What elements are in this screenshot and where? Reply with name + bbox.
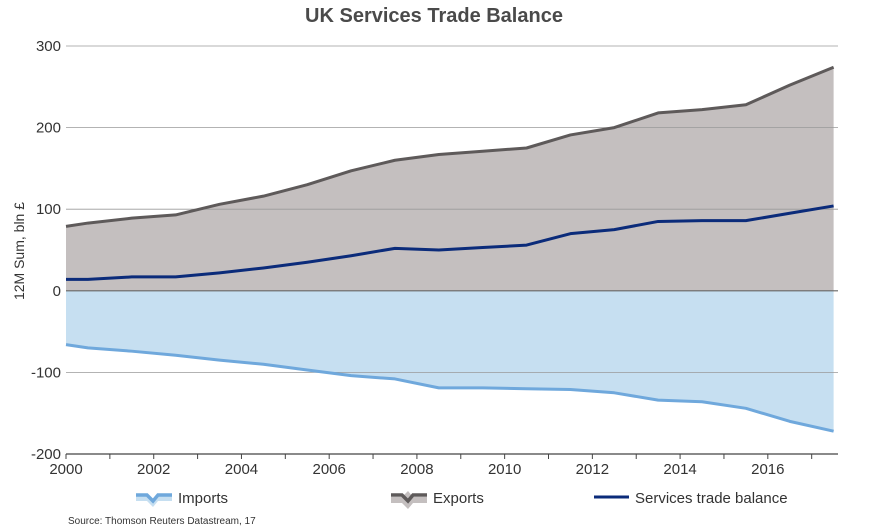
imports-area bbox=[66, 290, 834, 432]
legend-item-balance: Services trade balance bbox=[594, 490, 788, 507]
x-tick-label: 2016 bbox=[751, 461, 784, 478]
y-tick-label: 200 bbox=[36, 120, 61, 137]
legend-line-imports bbox=[136, 493, 172, 504]
balance-line bbox=[66, 204, 834, 281]
y-axis-label: 12M Sum, bln £ bbox=[11, 202, 27, 300]
imports-line bbox=[65, 343, 834, 433]
x-tick-label: 2000 bbox=[49, 461, 82, 478]
legend-item-exports: Exports bbox=[391, 490, 484, 509]
y-tick-label: -200 bbox=[31, 446, 61, 463]
x-tick-label: 2006 bbox=[312, 461, 345, 478]
y-tick-label: 300 bbox=[36, 38, 61, 55]
x-tick-label: 2012 bbox=[576, 461, 609, 478]
x-tick-label: 2014 bbox=[663, 461, 696, 478]
x-tick-label: 2008 bbox=[400, 461, 433, 478]
legend-label-balance: Services trade balance bbox=[635, 490, 788, 507]
x-tick-label: 2002 bbox=[137, 461, 170, 478]
lines-layer bbox=[65, 65, 835, 433]
legend-label-exports: Exports bbox=[433, 490, 484, 507]
y-tick-label: 100 bbox=[36, 201, 61, 218]
legend-item-imports: Imports bbox=[136, 490, 228, 507]
exports-area bbox=[66, 67, 834, 291]
y-tick-label: -100 bbox=[31, 364, 61, 381]
source-note: Source: Thomson Reuters Datastream, 17 bbox=[68, 516, 256, 527]
chart-title: UK Services Trade Balance bbox=[305, 5, 563, 27]
axes-layer: -200 -100 0 100 200 300 2000 2002 2004 2006 2008 20… bbox=[31, 38, 838, 478]
y-tick-label: 0 bbox=[53, 283, 61, 300]
x-tick-label: 2010 bbox=[488, 461, 521, 478]
x-tick-label: 2004 bbox=[225, 461, 258, 478]
legend: Imports Exports Services trade balance bbox=[136, 490, 788, 509]
legend-line-exports bbox=[391, 493, 427, 504]
exports-line bbox=[65, 65, 835, 228]
legend-label-imports: Imports bbox=[178, 490, 228, 507]
